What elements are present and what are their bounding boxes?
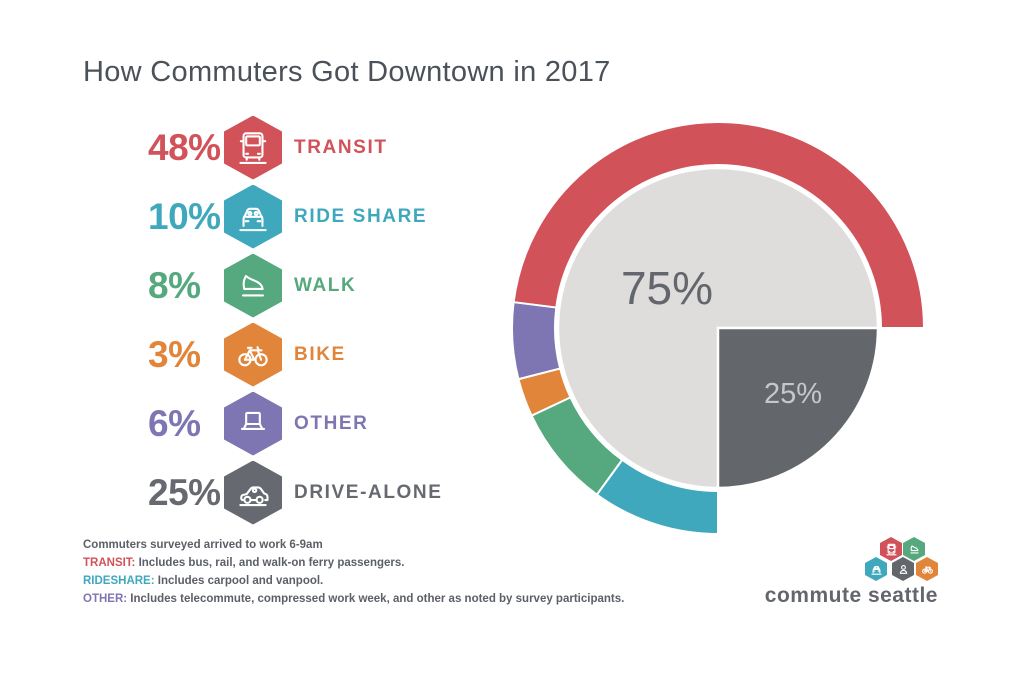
car-side-icon [239, 485, 269, 506]
laptop-icon [240, 411, 266, 430]
footnote-prefix: OTHER: [83, 593, 128, 605]
legend-mode-label: WALK [294, 274, 357, 296]
ring-segment-transit [512, 120, 926, 329]
footnote-prefix: TRANSIT: [83, 557, 136, 569]
shoe-hexagon [224, 253, 282, 318]
bike-icon [921, 565, 933, 574]
ring-segment-ride-share [595, 458, 719, 536]
ring-segment-other [511, 301, 562, 381]
footnote-survey-window: Commuters surveyed arrived to work 6-9am [83, 539, 323, 551]
legend-row: 10% RIDE SHARE [148, 182, 443, 251]
shoe-icon [241, 274, 265, 296]
page-title: How Commuters Got Downtown in 2017 [83, 56, 611, 88]
inner-pie-25-drive-alone [716, 326, 880, 490]
legend-row: 25% DRIVE-ALONE [148, 458, 443, 527]
person-icon [899, 564, 907, 574]
commute-seattle-logo-mark [864, 536, 940, 582]
car-side-hexagon [224, 460, 282, 525]
bike-hexagon [224, 322, 282, 387]
legend-mode-label: OTHER [294, 412, 369, 434]
footnote-prefix: RIDESHARE: [83, 575, 155, 587]
car-front-hexagon [224, 184, 282, 249]
legend-row: 3% BIKE [148, 320, 443, 389]
logo-hex-bike [916, 557, 938, 581]
legend-percentage: 25% [148, 471, 221, 513]
legend-percentage: 3% [148, 333, 201, 375]
mode-legend: 48% TRANSIT 10% RIDE SHARE 8% WALK 3% BI… [148, 113, 443, 527]
car-front-icon [239, 207, 267, 231]
footnotes: Commuters surveyed arrived to work 6-9am… [83, 536, 624, 608]
laptop-hexagon [224, 391, 282, 456]
legend-mode-label: TRANSIT [294, 136, 388, 158]
bus-front-icon [239, 131, 267, 164]
logo-hex-shoe [903, 537, 925, 561]
footnote-rideshare: RIDESHARE: Includes carpool and vanpool. [83, 575, 324, 587]
legend-percentage: 8% [148, 264, 201, 306]
footnote-transit: TRANSIT: Includes bus, rail, and walk-on… [83, 557, 405, 569]
bus-front-icon [885, 543, 897, 555]
legend-mode-label: BIKE [294, 343, 346, 365]
car-front-icon [870, 565, 882, 575]
mode-split-donut-chart: 75% 25% [511, 120, 926, 536]
shoe-icon [909, 544, 919, 553]
commute-seattle-logo-text: commute seattle [764, 584, 938, 607]
legend-percentage: 10% [148, 195, 221, 237]
legend-percentage: 6% [148, 402, 201, 444]
legend-row: 48% TRANSIT [148, 113, 443, 182]
footnote-other: OTHER: Includes telecommute, compressed … [83, 593, 625, 605]
bike-icon [238, 345, 268, 366]
label-25-percent: 25% [764, 378, 822, 410]
legend-mode-label: RIDE SHARE [294, 205, 428, 227]
legend-row: 8% WALK [148, 251, 443, 320]
legend-row: 6% OTHER [148, 389, 443, 458]
logo-hex-bus-front [880, 537, 902, 561]
label-75-percent: 75% [621, 262, 713, 314]
legend-mode-label: DRIVE-ALONE [294, 481, 443, 503]
bus-front-hexagon [224, 115, 282, 180]
logo-hex-person [892, 557, 914, 581]
legend-percentage: 48% [148, 126, 221, 168]
logo-hex-car-front [865, 557, 887, 581]
